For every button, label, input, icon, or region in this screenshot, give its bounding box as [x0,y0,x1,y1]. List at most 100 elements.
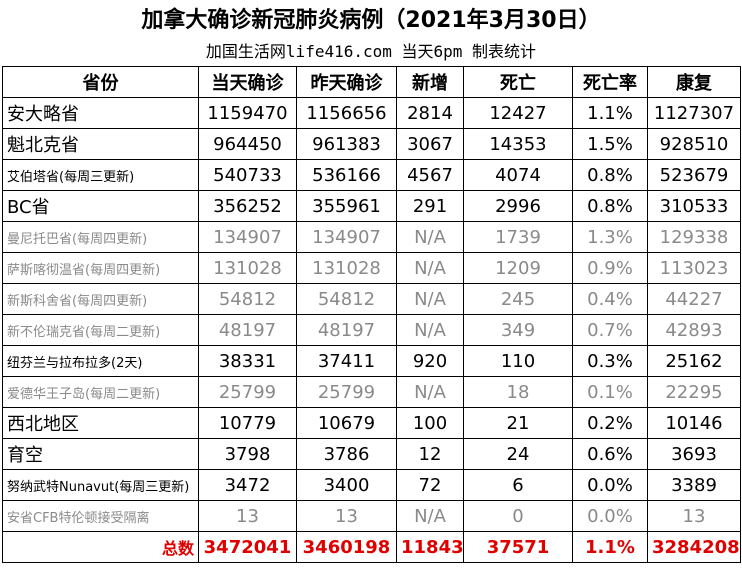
column-header: 昨天确诊 [296,66,397,98]
row-label: 艾伯塔省(每周三更新) [2,159,199,191]
cell: 523679 [647,159,741,191]
cell: 4074 [463,159,573,191]
header-row: 省份 当天确诊 昨天确诊 新增 死亡 死亡率 康复 [2,66,741,98]
cell: 961383 [296,128,397,160]
cell: 0.2% [572,407,648,439]
cell: N/A [396,283,464,315]
cell: 13 [647,500,741,532]
cell: 3389 [647,469,741,501]
cell: 1159470 [198,97,297,129]
cell: 25799 [296,376,397,408]
cell: 18 [463,376,573,408]
table-row: 努纳武特Nunavut(每周三更新) 3472 3400 72 6 0.0% 3389 [2,469,741,501]
cell: 356252 [198,190,297,222]
cell: 48197 [198,314,297,346]
column-header: 新增 [396,66,464,98]
cell: 22295 [647,376,741,408]
cell: 0.0% [572,500,648,532]
cell: 2814 [396,97,464,129]
cell: 13 [198,500,297,532]
cell: 37571 [463,531,573,563]
cell: 134907 [296,221,397,253]
table-row: 安大略省 1159470 1156656 2814 12427 1.1% 1127307 [2,97,741,129]
cell: 3786 [296,438,397,470]
cell: 14353 [463,128,573,160]
cell: 3067 [396,128,464,160]
column-header: 当天确诊 [198,66,297,98]
cell: 0 [463,500,573,532]
cell: 6 [463,469,573,501]
cell: 536166 [296,159,397,191]
cell: 0.0% [572,469,648,501]
cell: 1127307 [647,97,741,129]
cell: 0.7% [572,314,648,346]
cell: 21 [463,407,573,439]
cell: 3472041 [198,531,297,563]
table-row: 萨斯喀彻温省(每周四更新) 131028 131028 N/A 1209 0.9% 1130… [2,252,741,284]
subtitle: 加国生活网life416.com 当天6pm 制表统计 [205,42,537,61]
cell: 1156656 [296,97,397,129]
cell: 44227 [647,283,741,315]
cell: 13 [296,500,397,532]
cell: 3460198 [296,531,397,563]
cell: 291 [396,190,464,222]
cell: 54812 [198,283,297,315]
cell: N/A [396,500,464,532]
cell: 12427 [463,97,573,129]
cell: 100 [396,407,464,439]
cell: 349 [463,314,573,346]
cell: 12 [396,438,464,470]
table-row: 纽芬兰与拉布拉多(2天) 38331 37411 920 110 0.3% 25162 [2,345,741,377]
row-label: 魁北克省 [2,128,199,160]
cell: 540733 [198,159,297,191]
cell: N/A [396,376,464,408]
table-row: 新斯科舍省(每周四更新) 54812 54812 N/A 245 0.4% 44227 [2,283,741,315]
row-label: 新斯科舍省(每周四更新) [2,283,199,315]
title: 加拿大确诊新冠肺炎病例（2021年3月30日） [141,8,601,33]
cell: 131028 [198,252,297,284]
table-row: 总数 3472041 3460198 11843 37571 1.1% 3284208 [2,531,741,563]
row-label: 努纳武特Nunavut(每周三更新) [2,469,199,501]
column-header: 康复 [647,66,741,98]
table-row: BC省 356252 355961 291 2996 0.8% 310533 [2,190,741,222]
cell: 0.9% [572,252,648,284]
cell: 0.8% [572,159,648,191]
table-row: 艾伯塔省(每周三更新) 540733 536166 4567 4074 0.8% 52367… [2,159,741,191]
row-label: 总数 [2,531,199,563]
table-row: 魁北克省 964450 961383 3067 14353 1.5% 928510 [2,128,741,160]
row-label: 安省CFB特伦顿接受隔离 [2,500,199,532]
row-label: 爱德华王子岛(每周二更新) [2,376,199,408]
cell: 3798 [198,438,297,470]
cell: 355961 [296,190,397,222]
table-row: 育空 3798 3786 12 24 0.6% 3693 [2,438,741,470]
row-label: 育空 [2,438,199,470]
cell: 0.1% [572,376,648,408]
row-label: 西北地区 [2,407,199,439]
cell: 110 [463,345,573,377]
cell: 38331 [198,345,297,377]
cell: 3472 [198,469,297,501]
table-row: 曼尼托巴省(每周四更新) 134907 134907 N/A 1739 1.3% 12933… [2,221,741,253]
cell: 0.6% [572,438,648,470]
table-row: 爱德华王子岛(每周二更新) 25799 25799 N/A 18 0.1% 22295 [2,376,741,408]
cell: 245 [463,283,573,315]
cell: 928510 [647,128,741,160]
cell: 11843 [396,531,464,563]
cell: 964450 [198,128,297,160]
cell: 1.1% [572,97,648,129]
cell: N/A [396,314,464,346]
cell: 72 [396,469,464,501]
cell: 0.4% [572,283,648,315]
row-label: BC省 [2,190,199,222]
cell: 0.3% [572,345,648,377]
cell: 1739 [463,221,573,253]
cell: 48197 [296,314,397,346]
cell: N/A [396,221,464,253]
cell: 1209 [463,252,573,284]
case-table: 省份 当天确诊 昨天确诊 新增 死亡 死亡率 康复 安大略省 1159470 1156656 28… [2,66,741,563]
column-header: 死亡率 [572,66,648,98]
cell: 2996 [463,190,573,222]
cell: 10679 [296,407,397,439]
cell: 131028 [296,252,397,284]
